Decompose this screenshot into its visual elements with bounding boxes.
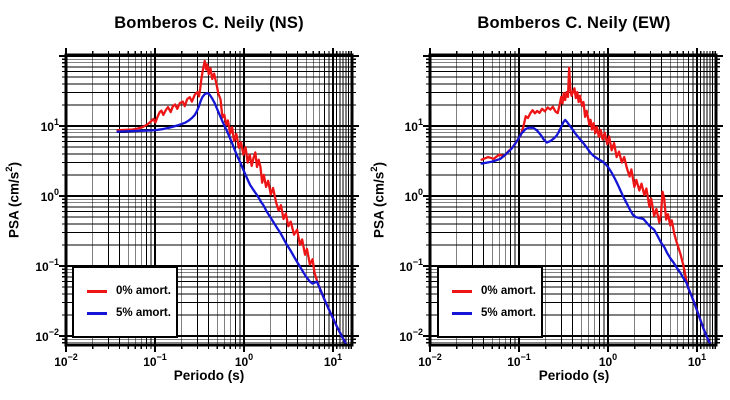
- y-axis-title-sup: 2: [3, 166, 15, 172]
- legend-line-blue-icon: [87, 311, 107, 315]
- legend-ns: 0% amort. 5% amort.: [72, 266, 178, 338]
- legend-entry-5pct: 5% amort.: [452, 307, 541, 319]
- legend-label-0pct: 0% amort.: [116, 285, 171, 297]
- x-axis-title-ns: Periodo (s): [173, 368, 245, 383]
- x-tick-label: 10−2: [54, 352, 78, 369]
- legend-entry-0pct: 0% amort.: [452, 285, 541, 297]
- legend-label-0pct: 0% amort.: [481, 285, 536, 297]
- series-line-blue-5pct: [116, 91, 347, 345]
- grid-minor-lines: [430, 55, 716, 345]
- x-tick-label: 101: [687, 352, 707, 369]
- x-axis-title-ew: Periodo (s): [538, 368, 610, 383]
- plot-area-ew: [423, 48, 723, 352]
- y-tick-label: 10−2: [399, 327, 423, 344]
- chart-ns: Bomberos C. Neily (NS) PSA (cm/s2) Perio…: [3, 14, 359, 383]
- y-tick-label: 100: [404, 187, 423, 204]
- series-line-red-0pct: [480, 66, 711, 344]
- y-tick-label: 101: [404, 117, 423, 134]
- legend-entry-5pct: 5% amort.: [87, 307, 176, 319]
- plot-area-ns: [59, 48, 359, 352]
- y-tick-label: 100: [40, 187, 59, 204]
- legend-label-5pct: 5% amort.: [481, 307, 536, 319]
- y-tick-label: 10−1: [399, 257, 423, 274]
- y-axis-title-sup: 2: [368, 166, 380, 172]
- x-tick-label: 101: [323, 352, 343, 369]
- y-tick-label: 10−1: [35, 257, 59, 274]
- plot-frame: [428, 53, 718, 347]
- legend-line-red-icon: [87, 289, 107, 293]
- x-tick-label: 10−1: [507, 352, 531, 369]
- chart-title-ew: Bomberos C. Neily (EW): [477, 14, 671, 32]
- y-axis-title-text: PSA (cm/s: [371, 171, 387, 239]
- major-ticks: [423, 48, 723, 352]
- chart-ew: Bomberos C. Neily (EW) PSA (cm/s2) Perio…: [365, 0, 730, 400]
- x-tick-label: 100: [598, 352, 618, 369]
- legend-entry-0pct: 0% amort.: [87, 285, 176, 297]
- y-tick-label: 10−2: [35, 327, 59, 344]
- minor-ticks: [426, 51, 720, 349]
- y-axis-title-text: PSA (cm/s: [6, 171, 22, 239]
- major-ticks: [59, 48, 359, 352]
- legend-ew: 0% amort. 5% amort.: [437, 266, 543, 338]
- x-tick-label: 10−1: [143, 352, 167, 369]
- x-tick-label: 10−2: [418, 352, 442, 369]
- plot-frame: [64, 53, 354, 347]
- legend-line-blue-icon: [452, 311, 472, 315]
- legend-line-red-icon: [452, 289, 472, 293]
- x-tick-label: 100: [234, 352, 254, 369]
- chart-title-ns: Bomberos C. Neily (NS): [114, 14, 304, 32]
- series-line-blue-5pct: [480, 118, 711, 344]
- grid-minor-lines: [66, 55, 352, 345]
- series-line-red-0pct: [116, 59, 347, 345]
- minor-ticks: [62, 51, 356, 349]
- y-tick-label: 101: [40, 117, 59, 134]
- legend-label-5pct: 5% amort.: [116, 307, 171, 319]
